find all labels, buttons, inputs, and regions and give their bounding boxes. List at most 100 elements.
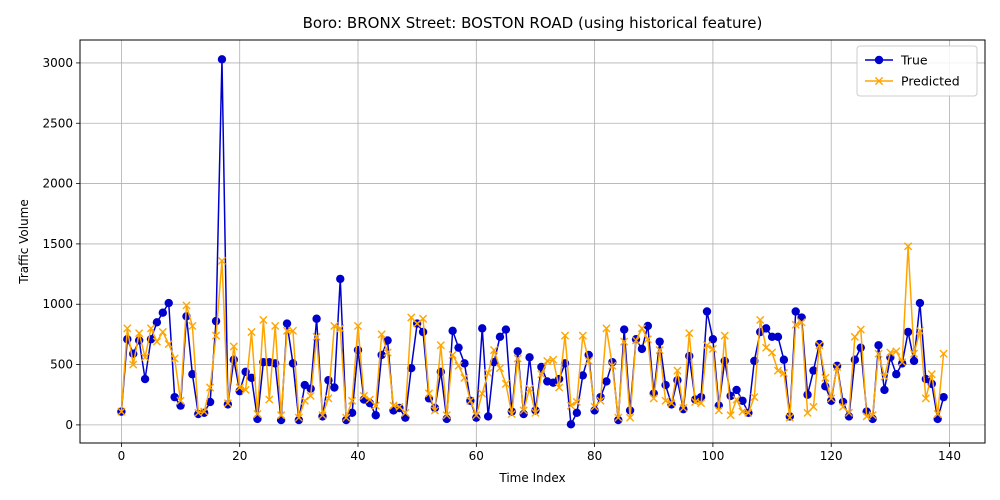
data-point-true [253,414,262,424]
x-tick-label: 60 [469,449,484,463]
x-tick-label: 40 [350,449,365,463]
data-point-true [158,308,168,317]
data-point-true [939,392,948,402]
data-point-predicted [750,393,759,402]
data-point-true [330,383,339,392]
data-point-predicted [430,406,439,415]
data-point-predicted [164,339,173,349]
data-point-predicted [336,324,345,333]
data-point-predicted [939,349,948,358]
data-point-predicted [442,411,451,420]
data-point-predicted [282,326,292,335]
data-point-predicted [732,395,741,404]
data-point-true [478,324,487,333]
series-line-predicted [120,245,945,419]
data-point-predicted [448,350,457,360]
data-point-true [176,401,185,410]
data-point-true [217,55,227,64]
y-tick-label: 2000 [42,177,73,191]
legend-item-true: True [865,53,928,68]
data-point-predicted [679,403,688,413]
data-point-predicted [779,368,788,378]
data-point-predicted [868,411,877,420]
data-point-predicted [744,408,753,417]
data-point-predicted [371,401,380,410]
data-point-predicted [123,324,132,333]
data-point-predicted [265,395,274,404]
data-point-true [401,413,410,422]
data-point-predicted [235,383,244,392]
data-point-true [140,374,150,384]
data-point-predicted [495,364,505,373]
data-point-predicted [560,331,570,340]
data-point-true [472,413,481,422]
legend-item-predicted: Predicted [865,74,960,89]
data-point-true [909,356,919,366]
data-point-predicted [661,396,670,405]
data-point-predicted [856,325,865,334]
data-point-true [614,415,623,425]
legend-marker-circle [874,55,884,65]
data-point-predicted [756,315,765,325]
data-point-predicted [188,321,197,331]
data-point-predicted [821,373,830,382]
data-point-true [371,411,380,420]
data-point-true [708,335,718,344]
data-point-true [637,344,647,354]
data-point-predicted [696,399,706,408]
chart-title: Boro: BRONX Street: BOSTON ROAD (using h… [303,14,763,32]
data-point-true [200,408,209,418]
data-point-predicted [921,394,930,403]
data-point-predicted [259,315,268,325]
data-point-predicted [572,397,581,407]
x-tick-label: 100 [701,449,724,463]
data-point-predicted [347,396,357,405]
data-point-predicted [324,394,333,403]
data-point-true [205,397,215,407]
data-point-predicted [117,407,126,416]
data-point-predicted [708,344,718,353]
data-point-predicted [667,399,676,408]
data-point-true [525,353,534,362]
data-point-true [336,274,345,284]
data-point-predicted [773,366,783,375]
data-point-predicted [909,349,919,358]
y-tick-label: 2500 [42,116,73,130]
data-point-predicted [850,332,859,341]
data-point-predicted [359,391,369,401]
data-point-predicted [253,409,262,419]
ticks: 0 20 40 60 80 100 120 140 0 500 1000 1500 2000 2500 30… [42,56,961,463]
data-point-predicted [176,396,185,405]
data-point-true [407,363,416,373]
data-point-true [282,319,292,328]
legend: True Predicted [856,45,978,97]
plot-area: 0 20 40 60 80 100 120 140 0 500 1000 1500 2000 2500 30… [42,39,986,463]
data-point-predicted [714,406,723,415]
data-point-predicted [549,355,558,364]
data-point-true [915,298,925,308]
data-point-predicted [767,348,777,357]
data-point-predicted [247,327,256,337]
data-point-true [312,314,321,323]
data-point-predicted [578,331,587,340]
data-point-predicted [519,406,528,415]
data-point-predicted [673,366,682,375]
data-point-predicted [294,413,303,422]
data-point-predicted [472,411,481,420]
data-point-predicted [631,336,641,345]
data-point-true [619,325,629,334]
legend-box [856,45,978,97]
data-point-true [513,347,522,356]
data-point-predicted [720,331,729,340]
data-point-predicted [762,343,771,352]
data-point-predicted [206,383,215,392]
data-point-predicted [513,354,522,363]
data-point-true [501,325,511,334]
data-point-true [797,313,806,322]
data-point-true [241,367,250,377]
data-point-predicted [584,356,593,366]
y-tick-label: 0 [65,418,73,432]
data-point-predicted [424,389,434,398]
x-tick-label: 0 [118,449,126,463]
data-point-true [448,326,457,335]
